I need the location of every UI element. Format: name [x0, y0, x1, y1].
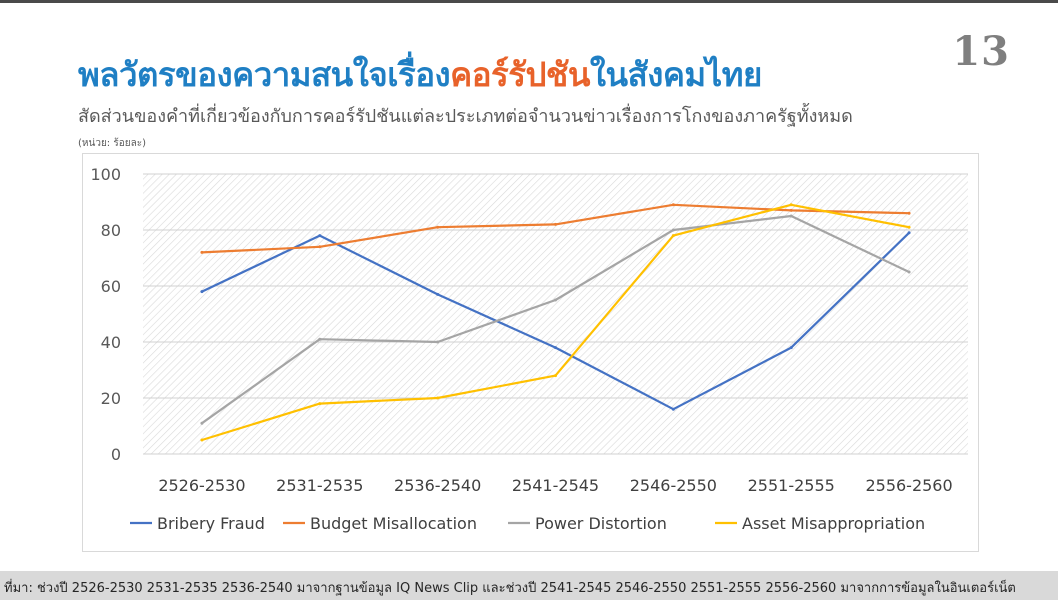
data-point	[671, 407, 675, 411]
data-point	[789, 346, 793, 350]
y-tick-label: 80	[101, 221, 121, 240]
data-point	[318, 234, 322, 238]
y-axis-ticks: 0 20 40 60 80 100	[90, 165, 121, 464]
title-part-1: พลวัตรของความสนใจเรื่อง	[78, 55, 451, 94]
x-tick-label: 2531-2535	[276, 476, 363, 495]
data-point	[554, 346, 557, 350]
legend: Bribery Fraud Budget Misallocation Power D…	[130, 514, 925, 533]
data-point	[671, 234, 675, 238]
chart-container: 0 20 40 60 80 100 2526-2530 2531-2535 2536-2540…	[82, 153, 979, 552]
y-tick-label: 60	[101, 277, 121, 296]
legend-label: Budget Misallocation	[310, 514, 477, 533]
title-highlight: คอร์รัปชัน	[450, 55, 590, 94]
data-point	[436, 225, 440, 229]
data-point	[318, 337, 322, 341]
data-point	[907, 231, 911, 235]
x-tick-label: 2551-2555	[748, 476, 835, 495]
y-tick-label: 100	[90, 165, 121, 184]
y-tick-label: 0	[111, 445, 121, 464]
data-point	[554, 374, 557, 378]
data-point	[671, 203, 675, 207]
legend-label: Bribery Fraud	[157, 514, 265, 533]
data-point	[436, 396, 440, 400]
source-text: ที่มา: ช่วงปี 2526-2530 2531-2535 2536-2…	[4, 581, 1016, 596]
data-point	[200, 438, 204, 442]
grid-lines	[143, 173, 968, 455]
x-axis-ticks: 2526-2530 2531-2535 2536-2540 2541-2545 2546…	[158, 476, 952, 495]
data-point	[789, 203, 793, 207]
series-lines	[200, 203, 911, 442]
y-tick-label: 40	[101, 333, 121, 352]
data-point	[907, 270, 911, 274]
x-tick-label: 2546-2550	[630, 476, 717, 495]
x-tick-label: 2556-2560	[865, 476, 952, 495]
data-point	[318, 245, 322, 249]
data-point	[554, 298, 557, 302]
data-point	[671, 228, 675, 232]
legend-label: Asset Misappropriation	[742, 514, 925, 533]
y-tick-label: 20	[101, 389, 121, 408]
page-subtitle: สัดส่วนของคำที่เกี่ยวข้องกับการคอร์รัปชั…	[78, 106, 853, 127]
unit-label: (หน่วย: ร้อยละ)	[78, 138, 146, 149]
title-part-2: ในสังคมไทย	[589, 55, 762, 94]
data-point	[554, 222, 557, 226]
legend-label: Power Distortion	[535, 514, 667, 533]
source-footer: ที่มา: ช่วงปี 2526-2530 2531-2535 2536-2…	[0, 571, 1058, 600]
data-point	[318, 402, 322, 406]
page-title: พลวัตรของความสนใจเรื่องคอร์รัปชันในสังคม…	[78, 48, 762, 101]
data-point	[789, 208, 793, 212]
data-point	[907, 211, 911, 215]
data-point	[200, 421, 204, 425]
line-chart: 0 20 40 60 80 100 2526-2530 2531-2535 2536-2540…	[90, 165, 968, 533]
data-point	[907, 225, 911, 229]
x-tick-label: 2536-2540	[394, 476, 481, 495]
data-point	[436, 292, 440, 296]
page-number: 13	[952, 28, 1010, 75]
data-point	[436, 340, 440, 344]
plot-area-background	[143, 174, 968, 454]
top-border	[0, 0, 1058, 3]
data-point	[200, 250, 204, 254]
x-tick-label: 2526-2530	[158, 476, 245, 495]
data-point	[789, 214, 793, 218]
x-tick-label: 2541-2545	[512, 476, 599, 495]
data-point	[200, 290, 204, 294]
